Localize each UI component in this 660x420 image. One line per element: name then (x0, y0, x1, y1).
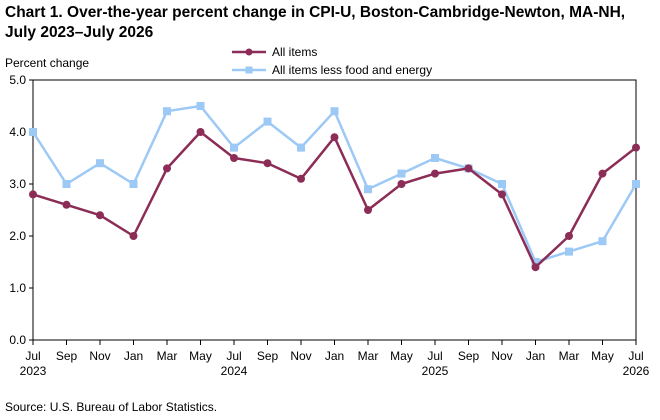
data-point-core (565, 247, 573, 256)
x-tick-label: Jul (628, 349, 643, 363)
data-point-all-items (29, 190, 37, 199)
x-tick-label: Mar (358, 349, 379, 363)
data-point-core (498, 180, 506, 188)
data-point-all-items (464, 164, 473, 173)
data-point-core (632, 180, 640, 188)
x-tick-label: May (390, 349, 413, 363)
data-point-core (129, 180, 138, 188)
x-tick-label: Sep (56, 349, 78, 363)
data-point-core (62, 180, 71, 188)
y-tick-label: 0.0 (9, 333, 26, 347)
x-tick-year-label: 2025 (422, 364, 449, 378)
x-tick-label: Sep (458, 349, 480, 363)
y-tick-label: 4.0 (9, 125, 26, 139)
x-tick-label: Nov (89, 349, 110, 363)
x-tick-label: Jan (526, 349, 545, 363)
data-point-core (196, 102, 205, 110)
x-tick-label: Jul (25, 349, 40, 363)
data-point-core (263, 117, 272, 126)
y-tick-label: 5.0 (9, 73, 26, 87)
data-point-all-items (230, 154, 238, 162)
data-point-all-items (431, 169, 439, 178)
x-tick-label: Jan (325, 349, 344, 363)
data-point-core (531, 258, 540, 266)
data-point-all-items (263, 159, 272, 168)
x-tick-label: Mar (559, 349, 580, 363)
data-point-core (297, 143, 305, 152)
series-line-core (31, 104, 638, 264)
x-tick-label: Sep (257, 349, 279, 363)
data-point-all-items (364, 206, 372, 214)
x-tick-label: Jul (226, 349, 241, 363)
legend-swatch-core (232, 66, 266, 74)
data-point-all-items (129, 232, 138, 240)
source-note: Source: U.S. Bureau of Labor Statistics. (5, 400, 218, 414)
data-point-all-items (598, 169, 607, 178)
x-tick-label: May (591, 349, 614, 363)
data-point-all-items (531, 263, 540, 272)
legend-item-all-items: All items (232, 43, 432, 61)
x-tick-label: Jan (124, 349, 143, 363)
data-point-core (431, 154, 439, 162)
data-point-core (397, 169, 406, 178)
data-point-core (96, 159, 104, 168)
data-point-core (163, 107, 171, 116)
data-point-core (598, 237, 607, 246)
data-point-all-items (498, 190, 506, 199)
legend-label-core: All items less food and energy (272, 63, 433, 77)
data-point-all-items (330, 133, 339, 142)
data-point-all-items (196, 128, 205, 136)
data-point-core (29, 128, 37, 136)
chart-title: Chart 1. Over-the-year percent change in… (5, 4, 626, 41)
x-tick-year-label: 2024 (221, 364, 248, 378)
x-tick-label: Nov (491, 349, 512, 363)
data-point-all-items (565, 232, 573, 240)
x-tick-year-label: 2023 (20, 364, 47, 378)
y-tick-label: 2.0 (9, 229, 26, 243)
data-point-core (230, 143, 238, 152)
y-axis-label: Percent change (5, 56, 90, 70)
x-tick-label: May (189, 349, 212, 363)
x-tick-year-label: 2026 (623, 364, 650, 378)
data-point-all-items (62, 200, 71, 209)
legend-label-all-items: All items (272, 45, 318, 59)
series-line-all-items (32, 130, 637, 269)
data-point-core (330, 107, 339, 116)
x-tick-label: Mar (157, 349, 178, 363)
legend: All items All items less food and energy (232, 43, 432, 79)
y-tick-label: 1.0 (9, 281, 26, 295)
data-point-all-items (163, 164, 171, 173)
data-point-all-items (397, 180, 406, 188)
x-tick-label: Nov (290, 349, 311, 363)
data-point-all-items (96, 211, 104, 220)
data-point-all-items (632, 143, 640, 152)
x-tick-label: Jul (427, 349, 442, 363)
legend-item-core: All items less food and energy (232, 61, 432, 79)
y-tick-label: 3.0 (9, 177, 26, 191)
plot-frame (32, 79, 637, 341)
data-point-core (364, 185, 372, 194)
legend-swatch-all-items (232, 48, 266, 56)
data-point-all-items (297, 174, 305, 183)
